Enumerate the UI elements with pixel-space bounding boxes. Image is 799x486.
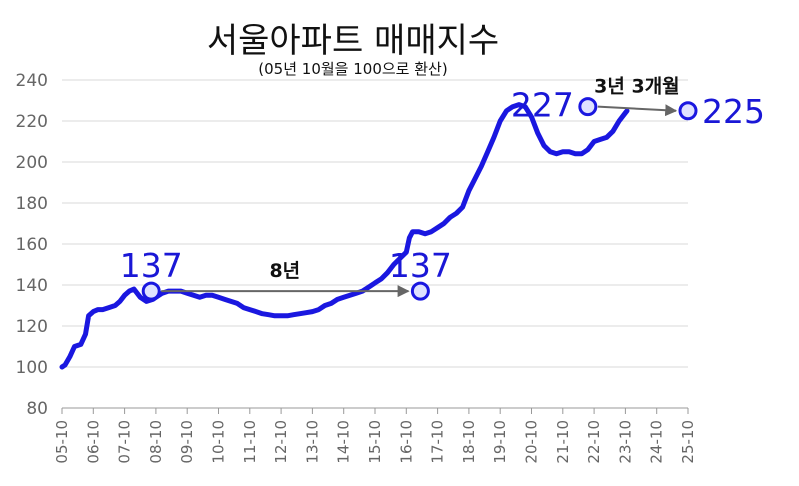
x-tick-label: 13-10 [303, 420, 321, 464]
y-tick-label: 240 [16, 71, 48, 91]
x-tick-label: 07-10 [116, 420, 134, 464]
y-tick-label: 200 [16, 153, 48, 173]
grid-lines [62, 79, 688, 409]
x-tick-label: 22-10 [585, 420, 603, 464]
x-tick-label: 06-10 [84, 420, 102, 464]
x-tick-label: 09-10 [178, 420, 196, 464]
chart-subtitle: (05년 10월을 100으로 환산) [258, 60, 447, 78]
series-group [59, 102, 630, 370]
x-tick-label: 21-10 [554, 420, 572, 464]
x-tick-label: 25-10 [679, 420, 697, 464]
marker-label: 227 [511, 86, 574, 125]
x-axis: 05-10 06-10 07-10 08-10 09-10 10-10 11-10 12-10… [53, 407, 697, 464]
x-tick-label: 16-10 [397, 420, 415, 464]
x-tick-label: 19-10 [491, 420, 509, 464]
marker-label: 225 [702, 92, 765, 131]
x-tick-label: 05-10 [53, 420, 71, 464]
y-axis: 80 100 120 140 160 180 200 220 240 [16, 71, 48, 419]
y-tick-label: 140 [16, 276, 48, 296]
highlight-markers: 137 137 227 225 [120, 86, 765, 301]
span-arrow [597, 104, 678, 117]
y-tick-label: 120 [16, 317, 48, 337]
highlight-marker [410, 281, 430, 301]
x-tick-label: 20-10 [523, 420, 541, 464]
x-tick-label: 12-10 [272, 420, 290, 464]
y-tick-label: 220 [16, 112, 48, 132]
x-tick-label: 10-10 [210, 420, 228, 464]
x-tick-label: 23-10 [616, 420, 634, 464]
span-label: 8년 [269, 260, 300, 282]
chart-title: 서울아파트 매매지수 [207, 21, 499, 61]
series-line [59, 102, 630, 370]
span-label: 3년 3개월 [594, 76, 680, 98]
x-tick-label: 14-10 [335, 420, 353, 464]
y-tick-label: 100 [16, 358, 48, 378]
x-tick-label: 11-10 [241, 420, 259, 464]
x-tick-label: 17-10 [429, 420, 447, 464]
x-tick-label: 08-10 [147, 420, 165, 464]
span-arrows: 8년 3년 3개월 [161, 76, 680, 298]
highlight-marker [678, 101, 698, 121]
y-tick-label: 160 [16, 235, 48, 255]
marker-label: 137 [120, 246, 183, 285]
highlight-marker [141, 281, 161, 301]
x-tick-label: 18-10 [460, 420, 478, 464]
y-tick-label: 180 [16, 194, 48, 214]
x-tick-label: 24-10 [648, 420, 666, 464]
y-tick-label: 80 [26, 399, 48, 419]
marker-label: 137 [389, 246, 452, 285]
x-tick-label: 15-10 [366, 420, 384, 464]
highlight-marker [578, 97, 598, 117]
